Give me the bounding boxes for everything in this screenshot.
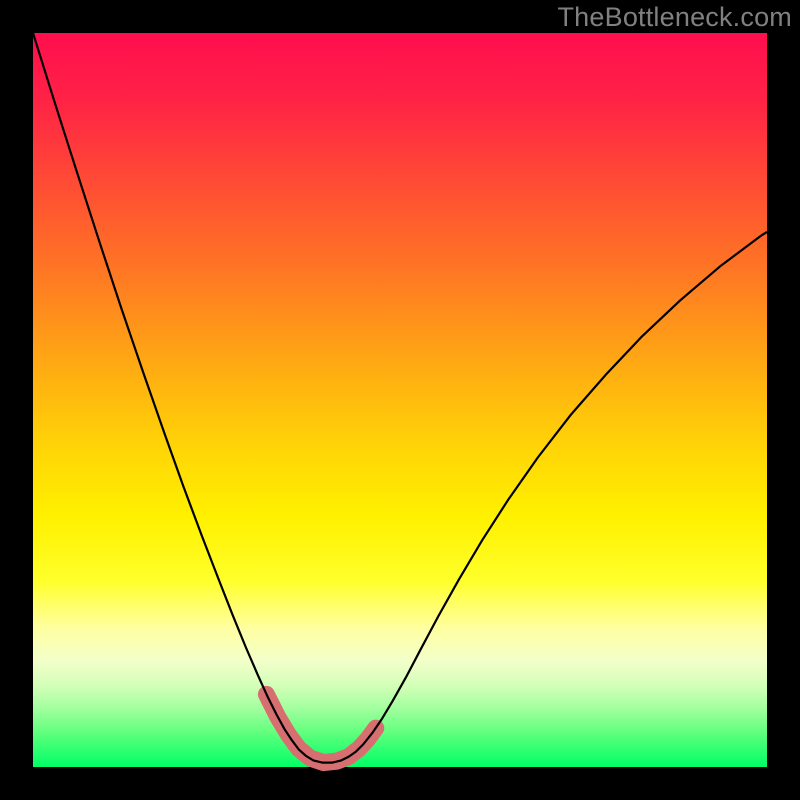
chart-stage: TheBottleneck.com bbox=[0, 0, 800, 800]
watermark-text: TheBottleneck.com bbox=[557, 2, 792, 33]
highlight-segment bbox=[266, 694, 375, 762]
curve-layer bbox=[0, 0, 800, 800]
bottleneck-curve bbox=[33, 33, 767, 763]
